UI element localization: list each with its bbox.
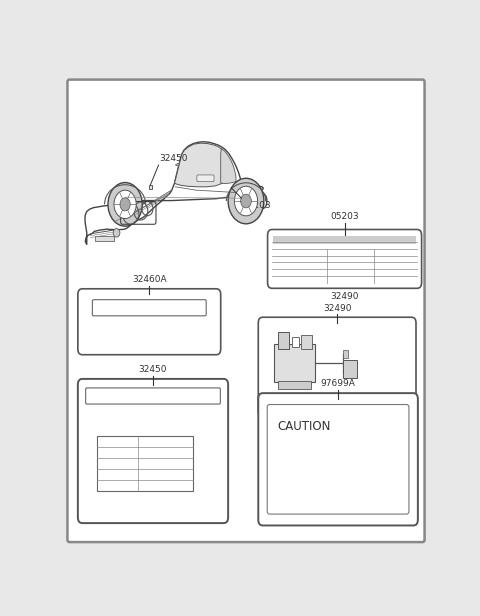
Text: CAUTION: CAUTION <box>277 420 331 433</box>
FancyBboxPatch shape <box>92 300 206 316</box>
Bar <box>97 436 193 492</box>
Text: 32490: 32490 <box>330 292 359 301</box>
Text: 32460A: 32460A <box>132 275 167 284</box>
Bar <box>343 360 357 378</box>
Bar <box>148 185 152 188</box>
FancyBboxPatch shape <box>267 405 409 514</box>
Circle shape <box>114 190 136 219</box>
Circle shape <box>234 186 258 216</box>
Polygon shape <box>175 163 180 166</box>
FancyBboxPatch shape <box>78 379 228 523</box>
Circle shape <box>120 198 130 211</box>
Polygon shape <box>85 142 267 245</box>
Bar <box>277 381 311 389</box>
Bar <box>300 335 312 349</box>
Text: 32490: 32490 <box>323 304 351 312</box>
FancyBboxPatch shape <box>85 388 220 404</box>
Text: 05203: 05203 <box>242 201 271 210</box>
Circle shape <box>228 178 264 224</box>
Circle shape <box>240 194 252 208</box>
FancyBboxPatch shape <box>258 393 418 525</box>
Bar <box>95 236 114 241</box>
Text: 32450: 32450 <box>160 154 188 163</box>
Bar <box>292 337 299 347</box>
Bar <box>277 333 289 349</box>
Bar <box>273 236 416 244</box>
FancyBboxPatch shape <box>67 79 424 542</box>
FancyBboxPatch shape <box>258 317 416 416</box>
Text: 32450: 32450 <box>139 365 167 374</box>
Text: 05203: 05203 <box>330 212 359 221</box>
Bar <box>343 351 348 357</box>
Circle shape <box>113 229 120 237</box>
Polygon shape <box>175 143 229 187</box>
FancyBboxPatch shape <box>197 175 214 182</box>
Text: 97699A: 97699A <box>320 420 355 429</box>
FancyBboxPatch shape <box>78 289 221 355</box>
Bar <box>274 344 315 382</box>
Circle shape <box>108 182 142 226</box>
Polygon shape <box>221 148 236 184</box>
FancyBboxPatch shape <box>267 230 421 288</box>
Text: 97699A: 97699A <box>321 379 356 389</box>
